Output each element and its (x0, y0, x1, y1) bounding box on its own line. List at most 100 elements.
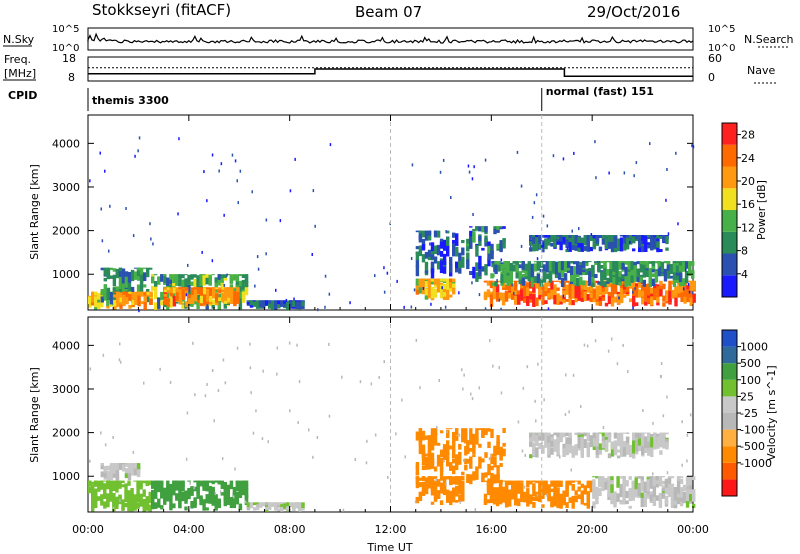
power-scatter-cell (211, 259, 214, 263)
power-cell (594, 261, 598, 263)
power-cell (235, 274, 240, 282)
velocity-cell (607, 432, 612, 437)
velocity-cell (274, 502, 278, 508)
velocity-cell (647, 434, 651, 447)
velocity-cell (244, 480, 249, 486)
power-scatter-cell (531, 215, 534, 219)
velocity-cell (100, 480, 104, 488)
power-cell (588, 271, 592, 283)
power-cell (140, 291, 144, 297)
power-cell (277, 300, 281, 309)
power-scatter-cell (89, 179, 91, 183)
velocity-cell (223, 487, 227, 501)
velocity-scatter-cell (537, 362, 539, 366)
power-cell (184, 301, 189, 307)
power-scatter-cell (239, 169, 242, 173)
power-cell (154, 302, 158, 310)
power-cell (115, 286, 120, 291)
velocity-cell (424, 435, 429, 440)
power-cell (630, 269, 634, 276)
power-cell (571, 285, 575, 299)
velocity-cell (647, 432, 651, 439)
velocity-cell (514, 480, 518, 488)
power-cell (212, 287, 216, 291)
velocity-cell (271, 502, 275, 507)
station-title: Stokkseyri (fitACF) (92, 1, 231, 19)
power-cell (418, 230, 423, 234)
power-cell (647, 242, 651, 247)
velocity-scatter-cell (666, 395, 668, 399)
power-cell (131, 292, 135, 301)
power-scatter-cell (484, 158, 487, 162)
power-scatter-cell (289, 189, 292, 193)
power-cell (565, 299, 569, 302)
power-cell (258, 300, 263, 303)
power-colorbar-swatch (722, 123, 737, 145)
velocity-cell (241, 480, 246, 482)
velocity-cell (446, 451, 450, 455)
velocity-cell (601, 476, 605, 480)
velocity-cell (151, 489, 155, 498)
velocity-cell (501, 491, 506, 499)
power-cell (212, 290, 216, 299)
velocity-cell (175, 480, 179, 483)
power-cell (223, 274, 227, 279)
velocity-cell (583, 432, 587, 434)
power-colorbar-tick-label: 20 (741, 175, 755, 188)
x-tick-label: 00:00 (677, 523, 709, 536)
power-cell (565, 284, 569, 295)
velocity-cell (568, 480, 572, 485)
power-cell (547, 238, 551, 246)
power-cell (484, 226, 488, 231)
velocity-ytick-label: 3000 (52, 383, 80, 396)
velocity-scatter-cell (445, 482, 447, 486)
power-cell (127, 280, 132, 293)
velocity-cell (178, 497, 182, 503)
power-cell (136, 267, 141, 277)
power-cell (469, 271, 473, 275)
velocity-cell (641, 446, 645, 455)
power-scatter-cell (629, 240, 631, 244)
velocity-cell (547, 491, 551, 502)
power-scatter-cell (185, 293, 188, 297)
power-cell (650, 297, 654, 305)
velocity-cell (565, 437, 569, 445)
velocity-colorbar-tick-label: -1000 (740, 457, 772, 470)
power-scatter-cell (562, 294, 565, 298)
velocity-cell (676, 478, 681, 489)
power-cell (632, 280, 636, 289)
power-cell (515, 272, 519, 279)
power-scatter-cell (632, 306, 634, 310)
power-cells (88, 115, 696, 313)
power-scatter-cell (223, 213, 225, 217)
freq-tick-bottom: 8 (68, 71, 75, 84)
velocity-scatter-cell (459, 500, 461, 504)
power-cell (647, 244, 651, 249)
velocity-cell (446, 431, 450, 437)
velocity-scatter-cell (535, 419, 537, 423)
power-cell (568, 241, 572, 251)
velocity-cell (418, 449, 423, 455)
velocity-cell (622, 496, 626, 505)
power-cell (224, 290, 228, 302)
velocity-cell (502, 442, 506, 447)
power-cell (622, 235, 627, 243)
power-cell (499, 226, 503, 228)
power-cell (588, 261, 592, 263)
velocity-cell (268, 502, 272, 510)
velocity-cell (133, 480, 137, 482)
power-cell (576, 278, 580, 287)
velocity-cell (223, 496, 227, 507)
power-cell (544, 235, 548, 238)
power-cell (550, 289, 554, 299)
power-cell (681, 278, 686, 286)
velocity-cell (202, 484, 206, 489)
velocity-cell (211, 497, 215, 502)
power-cell (553, 280, 557, 282)
power-cell (112, 287, 117, 301)
power-cell (215, 287, 219, 290)
power-cell (568, 299, 572, 303)
power-cell (461, 247, 465, 256)
power-colorbar-tick-label: 24 (741, 152, 755, 165)
